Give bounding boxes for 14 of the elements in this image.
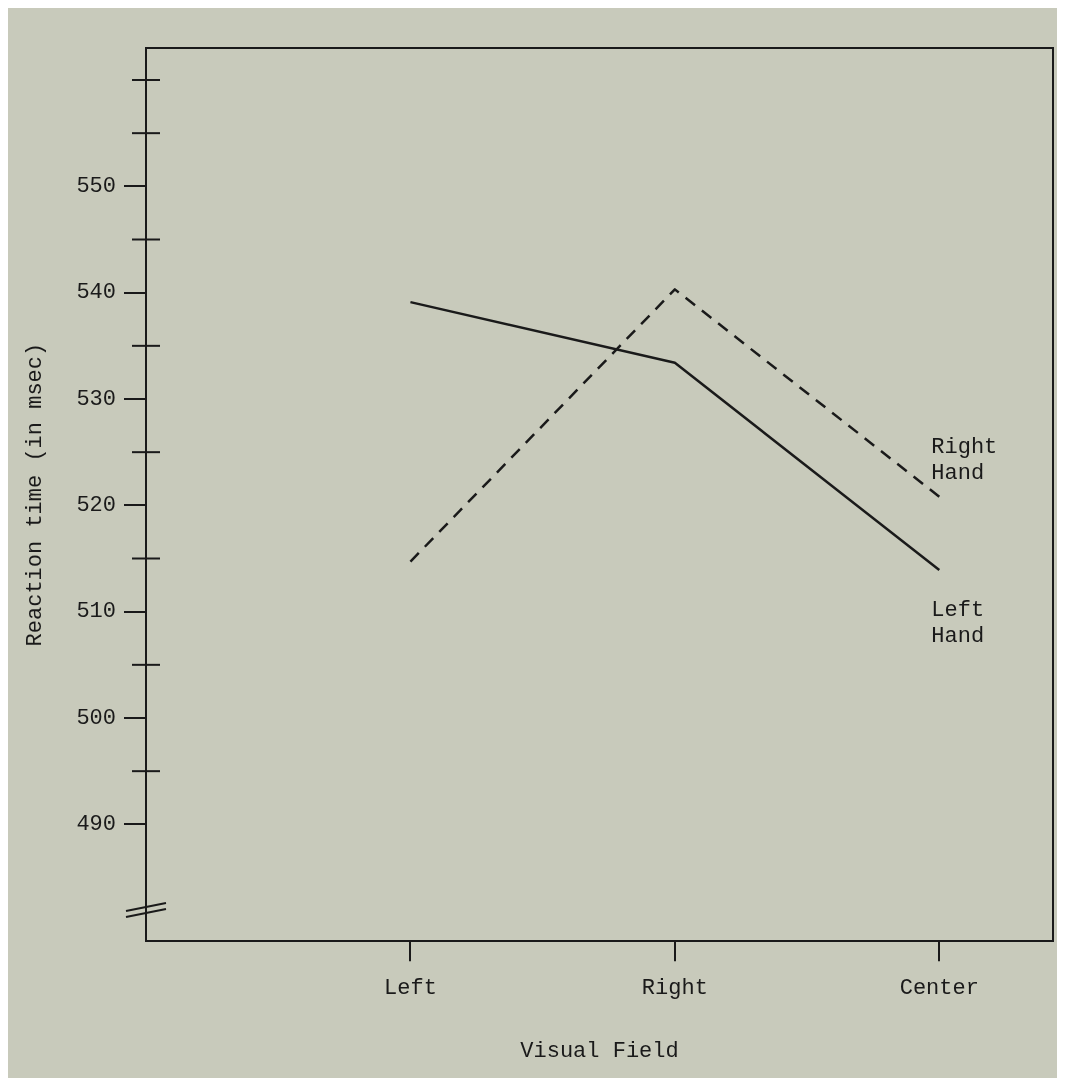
series-label: Right Hand (931, 434, 998, 486)
y-tick-label: 530 (76, 386, 117, 412)
y-tick-label: 550 (76, 174, 117, 200)
x-axis-title: Visual Field (520, 1038, 679, 1064)
x-tick-label: Right (641, 976, 708, 1002)
y-tick-label: 520 (76, 493, 117, 519)
y-tick-label: 490 (76, 812, 117, 838)
y-tick-label: 510 (76, 599, 117, 625)
x-tick-label: Left (384, 976, 437, 1002)
y-axis-title: Reaction time (in msec) (23, 342, 49, 647)
y-tick-label: 540 (76, 280, 117, 306)
x-tick-label: Center (899, 976, 979, 1002)
y-tick-label: 500 (76, 705, 117, 731)
series-label: Left Hand (931, 597, 985, 649)
